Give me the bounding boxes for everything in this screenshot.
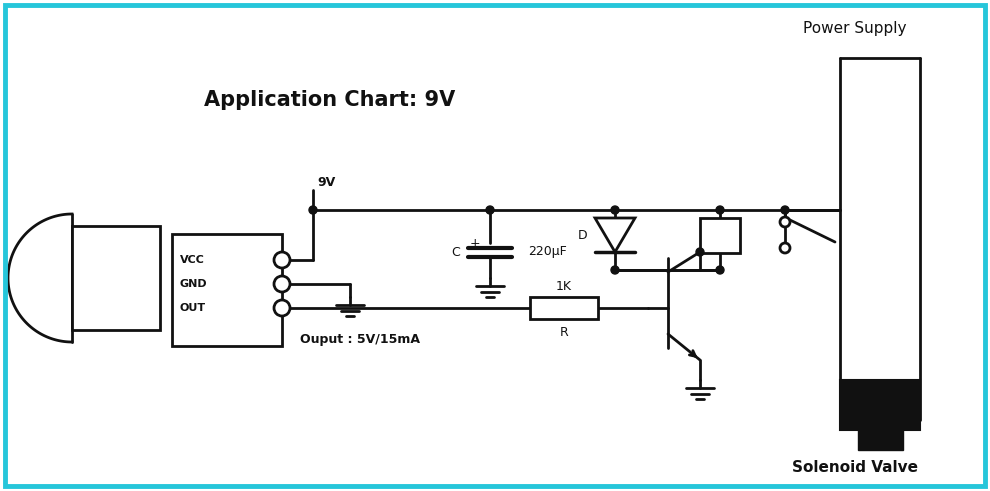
Text: VCC: VCC bbox=[180, 255, 205, 265]
Circle shape bbox=[611, 206, 619, 214]
Bar bbox=[172, 234, 282, 346]
Circle shape bbox=[486, 206, 494, 214]
Circle shape bbox=[716, 266, 724, 274]
Bar bbox=[858, 430, 903, 450]
Bar bbox=[530, 297, 598, 319]
Text: D: D bbox=[578, 228, 588, 242]
Circle shape bbox=[274, 252, 290, 268]
Bar bbox=[700, 218, 740, 253]
Circle shape bbox=[696, 248, 704, 256]
Bar bbox=[72, 226, 160, 330]
Circle shape bbox=[780, 243, 790, 253]
Text: +: + bbox=[469, 237, 480, 249]
Circle shape bbox=[781, 206, 789, 214]
Text: Solenoid Valve: Solenoid Valve bbox=[792, 461, 918, 475]
Bar bbox=[840, 380, 920, 430]
Text: Power Supply: Power Supply bbox=[803, 21, 907, 35]
Circle shape bbox=[309, 206, 317, 214]
Text: 1K: 1K bbox=[556, 279, 572, 293]
Circle shape bbox=[274, 276, 290, 292]
Circle shape bbox=[716, 206, 724, 214]
Polygon shape bbox=[595, 218, 635, 252]
Text: R: R bbox=[559, 326, 568, 338]
Circle shape bbox=[274, 300, 290, 316]
Text: GND: GND bbox=[180, 279, 208, 289]
Circle shape bbox=[611, 266, 619, 274]
Text: Application Chart: 9V: Application Chart: 9V bbox=[204, 90, 455, 110]
Text: C: C bbox=[451, 246, 460, 258]
Text: 220μF: 220μF bbox=[528, 246, 566, 258]
Text: Ouput : 5V/15mA: Ouput : 5V/15mA bbox=[300, 333, 420, 347]
Circle shape bbox=[780, 217, 790, 227]
Text: OUT: OUT bbox=[180, 303, 206, 313]
Text: 9V: 9V bbox=[317, 176, 336, 190]
